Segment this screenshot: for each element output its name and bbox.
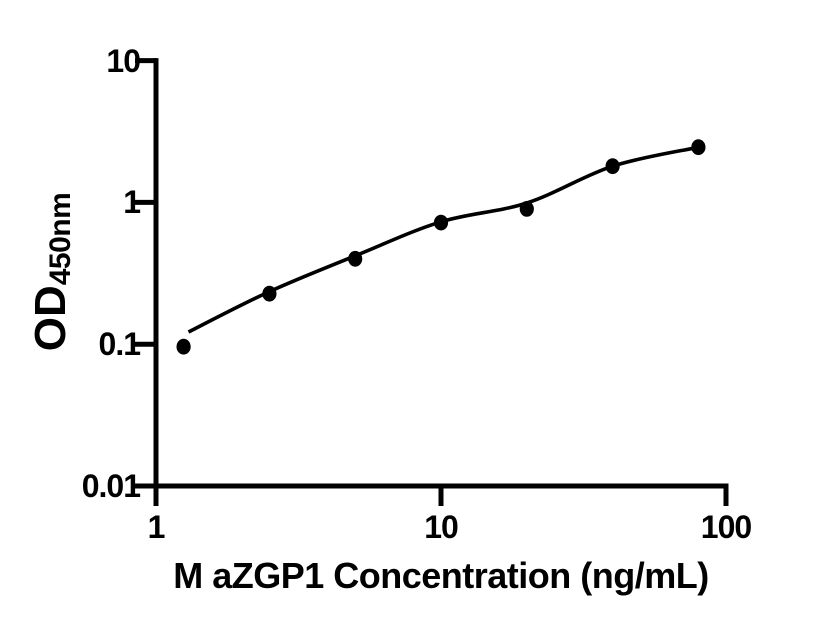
y-tick-label-0p01: 0.01 [81,468,141,504]
data-point [262,285,277,302]
data-point [433,214,449,231]
fit-curve [187,145,699,334]
y-tick-label-10: 10 [106,42,141,79]
data-point [348,250,363,267]
x-tick-label-1: 1 [147,509,166,545]
data-point [519,201,534,217]
y-tick-label-1: 1 [123,184,141,221]
axis-ticks [135,58,729,506]
x-tick-label-100: 100 [700,509,752,545]
y-axis-title: OD450nm [21,122,81,422]
data-point [176,338,191,355]
x-axis-title: M aZGP1 Concentration (ng/mL) [173,555,709,596]
data-point [605,158,620,175]
data-point [691,139,706,156]
y-tick-label-0p1: 0.1 [98,326,141,363]
x-tick-label-10: 10 [424,509,459,545]
